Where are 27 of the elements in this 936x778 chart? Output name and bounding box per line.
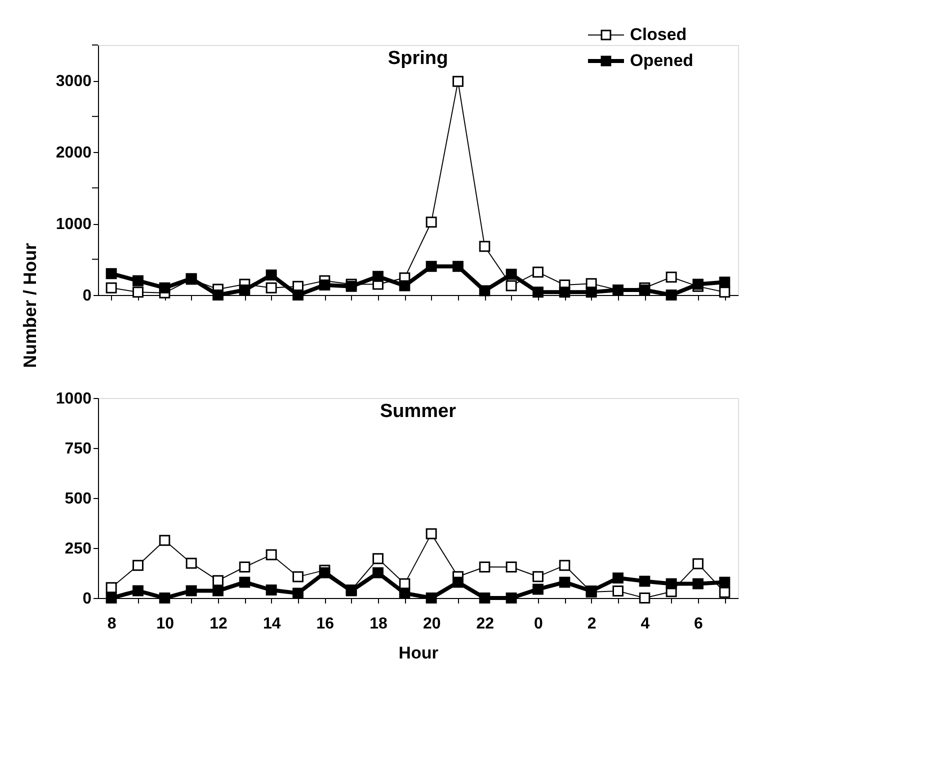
x-tick-label: 0 bbox=[534, 616, 544, 632]
y-tick-label: 0 bbox=[82, 288, 92, 304]
y-tick-label: 2000 bbox=[56, 144, 92, 162]
x-tick-label: 2 bbox=[587, 616, 596, 632]
y-tick-label: 500 bbox=[64, 490, 92, 508]
x-tick-label: 6 bbox=[694, 616, 704, 632]
y-tick-label: 3000 bbox=[56, 73, 92, 90]
y-axis-title: Number / Hour bbox=[20, 242, 40, 368]
x-tick-label: 12 bbox=[210, 616, 228, 632]
y-tick-label: 0 bbox=[82, 590, 92, 608]
y-tick-label: 1000 bbox=[56, 216, 92, 234]
chart-title: Summer bbox=[380, 401, 457, 422]
x-tick-label: 16 bbox=[316, 616, 334, 632]
x-tick-label: 18 bbox=[370, 616, 388, 632]
y-tick-label: 250 bbox=[64, 540, 92, 558]
x-tick-label: 14 bbox=[262, 616, 281, 632]
chart-title: Spring bbox=[388, 48, 448, 69]
legend-label: Closed bbox=[630, 25, 687, 44]
x-tick-label: 4 bbox=[640, 616, 650, 632]
x-tick-label: 8 bbox=[107, 616, 116, 632]
x-tick-label: 10 bbox=[156, 616, 174, 632]
y-tick-label: 750 bbox=[64, 440, 92, 458]
x-axis-title: Hour bbox=[398, 644, 439, 662]
legend-label: Opened bbox=[630, 51, 694, 70]
y-tick-label: 1000 bbox=[56, 390, 92, 408]
x-tick-label: 20 bbox=[422, 616, 441, 632]
x-tick-label: 22 bbox=[476, 616, 494, 632]
